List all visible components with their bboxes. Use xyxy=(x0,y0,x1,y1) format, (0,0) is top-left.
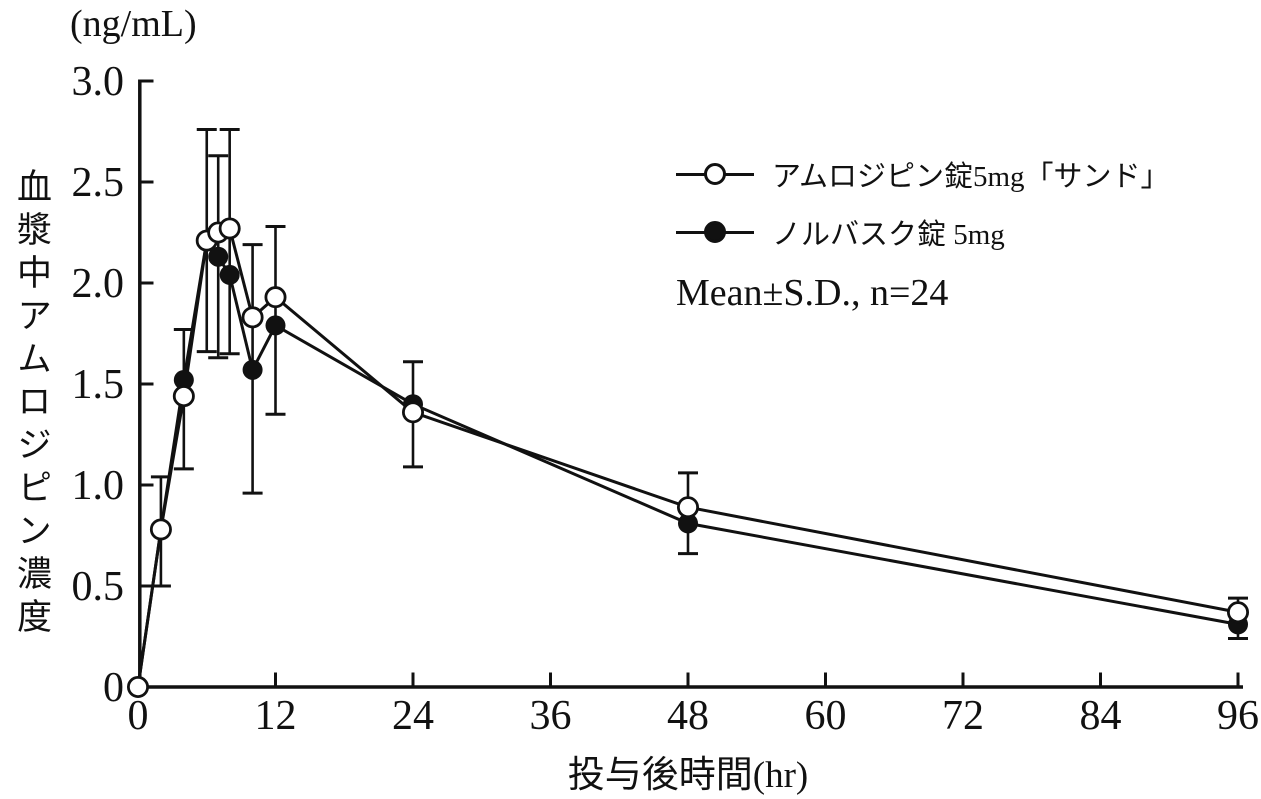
x-tick-label: 0 xyxy=(128,693,149,739)
filled-circle-marker xyxy=(242,359,263,380)
open-circle-marker xyxy=(126,676,149,699)
y-ticks: 0 0.5 1.0 1.5 2.0 2.5 3.0 xyxy=(72,59,154,711)
open-circle-marker xyxy=(1227,601,1250,624)
open-circle-marker xyxy=(677,496,700,519)
legend-label-norvasc: ノルバスク錠 5mg xyxy=(772,219,1005,251)
x-tick-label: 48 xyxy=(667,693,709,739)
x-tick-label: 84 xyxy=(1080,693,1122,739)
x-tick-label: 72 xyxy=(942,693,984,739)
filled-circle-marker-icon xyxy=(676,220,754,244)
open-circle-marker xyxy=(218,217,241,240)
y-tick-label: 3.0 xyxy=(72,59,125,105)
legend-item-amlodipine-sando: アムロジピン錠5mg「サンド」 xyxy=(676,151,1170,197)
x-tick-label: 36 xyxy=(530,693,572,739)
filled-circle-marker xyxy=(219,264,240,285)
filled-circle-marker xyxy=(173,369,194,390)
x-axis-title: 投与後時間(hr) xyxy=(567,755,809,796)
legend-item-norvasc: ノルバスク錠 5mg xyxy=(676,209,1170,255)
open-circle-marker xyxy=(264,286,287,309)
x-tick-label: 24 xyxy=(392,693,434,739)
y-tick-label: 1.5 xyxy=(72,362,125,408)
filled-circle-marker xyxy=(678,513,698,534)
x-tick-label: 60 xyxy=(805,693,847,739)
open-circle-marker-icon xyxy=(676,162,754,186)
y-tick-label: 2.5 xyxy=(72,160,125,206)
y-tick-label: 0 xyxy=(103,665,124,711)
y-tick-label: 2.0 xyxy=(72,261,125,307)
y-axis-title: 血漿中アムロジピン濃度 xyxy=(12,168,51,641)
y-axis-unit-label: (ng/mL) xyxy=(70,3,197,45)
series-markers-open-circle xyxy=(126,217,1250,699)
y-tick-label: 1.0 xyxy=(72,463,125,509)
open-circle-marker xyxy=(401,401,424,424)
y-tick-label: 0.5 xyxy=(72,564,125,610)
legend-label-amlodipine-sando: アムロジピン錠5mg「サンド」 xyxy=(772,161,1170,193)
legend: アムロジピン錠5mg「サンド」 ノルバスク錠 5mg Mean±S.D., n=… xyxy=(676,151,1170,315)
x-tick-label: 12 xyxy=(255,693,297,739)
filled-circle-marker xyxy=(265,315,286,336)
x-ticks: 0 12 24 36 48 60 72 84 96 xyxy=(128,672,1259,739)
open-circle-marker xyxy=(241,306,264,329)
filled-circle-marker xyxy=(208,246,229,267)
x-tick-label: 96 xyxy=(1217,693,1259,739)
open-circle-marker xyxy=(172,385,195,408)
mean-sd-annotation: Mean±S.D., n=24 xyxy=(676,272,949,314)
open-circle-marker xyxy=(149,518,172,541)
